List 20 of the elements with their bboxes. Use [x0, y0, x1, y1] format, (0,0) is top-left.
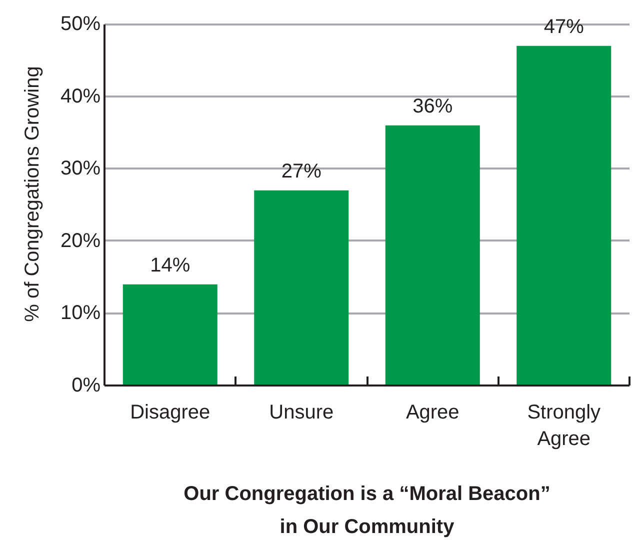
bar [385, 125, 480, 386]
y-tick-label: 50% [60, 13, 101, 36]
bar [122, 284, 218, 386]
y-tick-label: 20% [60, 230, 101, 252]
y-tick-label: 40% [60, 85, 101, 108]
x-axis-title: Our Congregation is a “Moral Beacon” in Our Community [184, 482, 550, 538]
x-tick-label: Agree [406, 402, 460, 424]
data-label: 47% [544, 16, 584, 38]
y-tick-label: 30% [60, 158, 101, 180]
data-label: 14% [150, 254, 190, 276]
y-tick-label: 0% [72, 374, 101, 396]
bar [254, 190, 349, 386]
y-tick-label: 10% [60, 302, 101, 324]
data-label: 27% [281, 160, 322, 182]
y-axis-title: % of Congregations Growing [21, 66, 44, 322]
x-tick-label: Strongly Agree [527, 402, 601, 450]
x-tick-label: Unsure [269, 402, 334, 424]
data-label: 36% [412, 95, 453, 118]
bar [516, 46, 612, 386]
x-tick-label: Disagree [130, 402, 210, 424]
